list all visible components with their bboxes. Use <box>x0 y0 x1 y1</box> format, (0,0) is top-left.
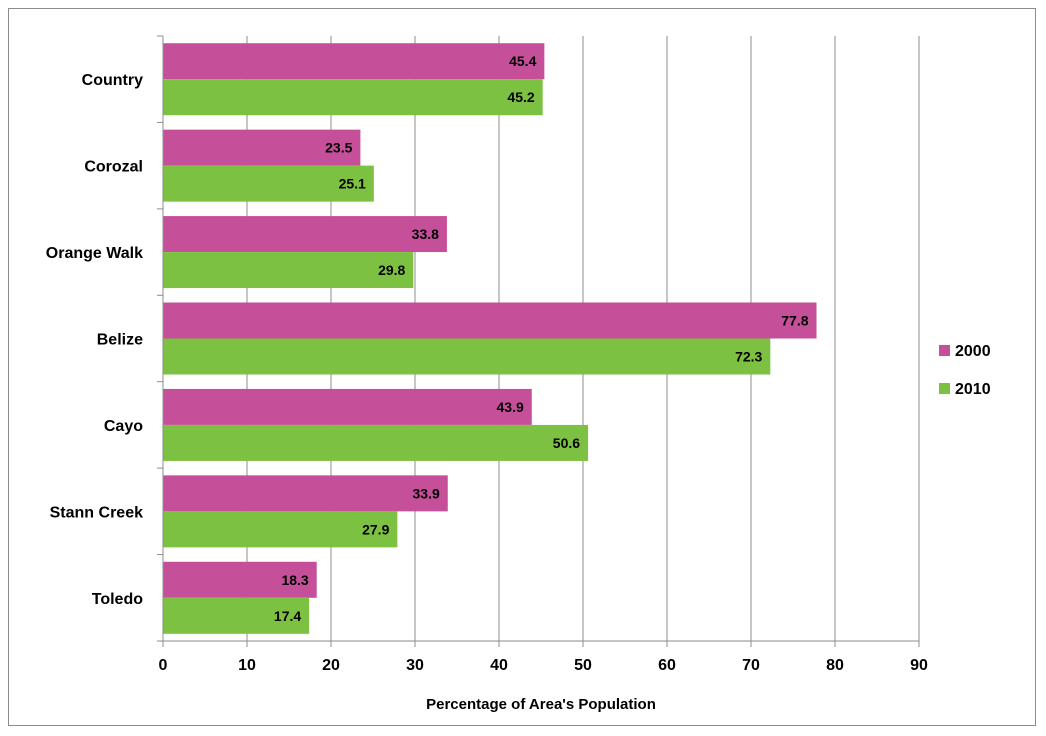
bar-country-2010 <box>163 79 543 116</box>
data-label-corozal-2010: 25.1 <box>339 176 366 192</box>
data-label-stann-creek-2000: 33.9 <box>413 485 440 501</box>
bar-stann-creek-2010 <box>163 511 398 548</box>
data-label-cayo-2010: 50.6 <box>553 435 580 451</box>
labels: 0 10 20 30 40 50 60 70 80 90 45.4 45.2 Country 23.5 25… <box>46 53 928 674</box>
bar-toledo-2010 <box>163 597 310 634</box>
legend-label-2000: 2000 <box>955 343 991 360</box>
x-tick-label-0: 0 <box>159 657 168 674</box>
bar-orange-walk-2010 <box>163 252 414 289</box>
data-label-country-2010: 45.2 <box>507 89 534 105</box>
bar-toledo-2000 <box>163 561 317 598</box>
x-tick-label-50: 50 <box>574 657 592 674</box>
data-label-country-2000: 45.4 <box>509 53 536 69</box>
data-label-toledo-2000: 18.3 <box>281 572 308 588</box>
x-tick-label-20: 20 <box>322 657 340 674</box>
bar-belize-2000 <box>163 302 817 339</box>
bar-stann-creek-2000 <box>163 475 448 512</box>
bar-country-2000 <box>163 43 545 80</box>
data-label-belize-2000: 77.8 <box>781 313 808 329</box>
x-axis-title: Percentage of Area's Population <box>426 696 656 713</box>
category-label-belize: Belize <box>97 332 143 349</box>
bar-corozal-2000 <box>163 129 361 166</box>
x-tick-label-80: 80 <box>826 657 844 674</box>
bar-cayo-2010 <box>163 424 589 461</box>
data-label-toledo-2010: 17.4 <box>274 608 301 624</box>
legend: 2000 2010 <box>939 343 991 398</box>
bar-cayo-2000 <box>163 388 532 425</box>
x-tick-label-10: 10 <box>238 657 256 674</box>
bar-belize-2010 <box>163 338 771 375</box>
bar-corozal-2010 <box>163 165 374 202</box>
axes <box>157 35 920 647</box>
data-label-orange-walk-2010: 29.8 <box>378 262 405 278</box>
x-tick-label-40: 40 <box>490 657 508 674</box>
category-label-toledo: Toledo <box>92 591 143 608</box>
x-tick-label-60: 60 <box>658 657 676 674</box>
category-label-cayo: Cayo <box>104 418 143 435</box>
category-label-corozal: Corozal <box>84 159 143 176</box>
category-label-country: Country <box>82 72 143 89</box>
legend-label-2010: 2010 <box>955 381 991 398</box>
category-label-stann-creek: Stann Creek <box>50 504 143 521</box>
data-label-cayo-2000: 43.9 <box>497 399 524 415</box>
x-tick-label-70: 70 <box>742 657 760 674</box>
category-label-orange-walk: Orange Walk <box>46 245 143 262</box>
x-tick-label-90: 90 <box>910 657 928 674</box>
data-label-belize-2010: 72.3 <box>735 349 762 365</box>
data-label-stann-creek-2010: 27.9 <box>362 521 389 537</box>
legend-swatch-2010 <box>939 383 950 394</box>
legend-swatch-2000 <box>939 345 950 356</box>
bars <box>163 43 817 634</box>
bar-orange-walk-2000 <box>163 216 447 253</box>
data-label-orange-walk-2000: 33.8 <box>412 226 439 242</box>
data-label-corozal-2000: 23.5 <box>325 140 352 156</box>
x-tick-label-30: 30 <box>406 657 424 674</box>
